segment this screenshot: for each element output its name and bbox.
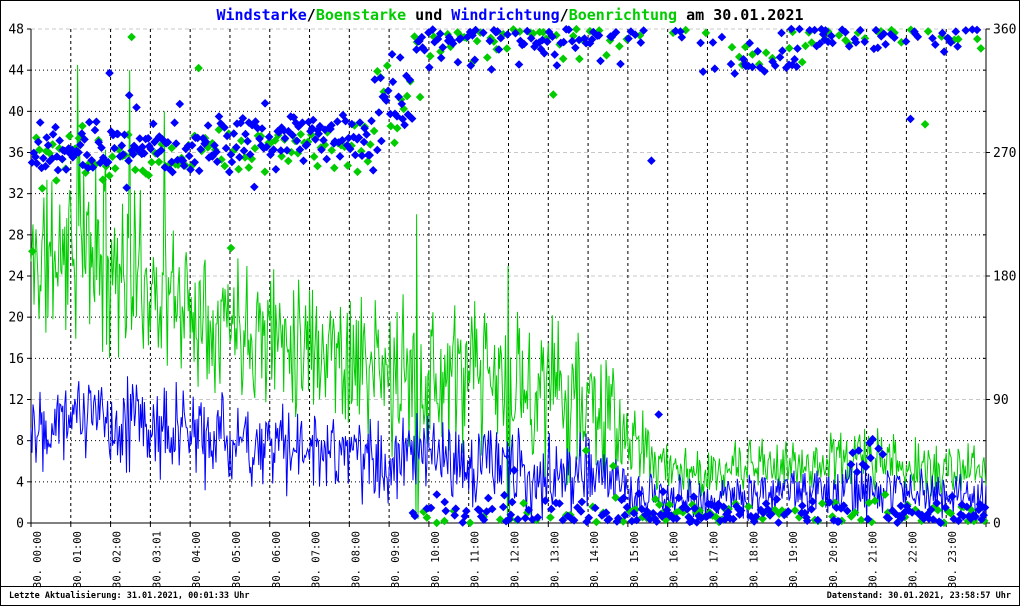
title-segment: und — [406, 6, 452, 24]
x-tick-label: 30. 03:01 — [151, 531, 163, 588]
y-left-tick-label: 20 — [8, 311, 24, 326]
chart-title: Windstarke/Boenstarke und Windrichtung/B… — [1, 6, 1019, 24]
title-segment: / — [306, 6, 316, 24]
y-left-tick-label: 36 — [8, 146, 24, 161]
x-tick-label: 30. 19:00 — [788, 531, 800, 588]
footer-data-state: Datenstand: 30.01.2021, 23:58:57 Uhr — [826, 591, 1011, 601]
x-tick-label: 30. 10:00 — [430, 531, 442, 588]
y-left-tick-label: 48 — [8, 23, 24, 38]
series-line-windstarke — [30, 376, 987, 522]
y-left-tick-label: 40 — [8, 105, 24, 120]
x-tick-label: 30. 22:00 — [907, 531, 919, 588]
series-line-boenstarke — [30, 64, 987, 519]
y-left-tick-label: 8 — [16, 434, 24, 449]
title-segment: Windrichtung — [451, 6, 560, 24]
x-tick-label: 30. 15:00 — [629, 531, 641, 588]
y-right-tick-label: 90 — [993, 393, 1009, 408]
y-right-tick-label: 0 — [993, 517, 1001, 532]
x-tick-label: 30. 12:00 — [510, 531, 522, 588]
x-tick-label: 30. 20:00 — [828, 531, 840, 588]
x-tick-label: 30. 21:00 — [868, 531, 880, 588]
x-tick-label: 30. 00:00 — [32, 531, 44, 588]
y-left-tick-label: 16 — [8, 352, 24, 367]
x-tick-label: 30. 09:00 — [390, 531, 402, 588]
footer-bar: Letzte Aktualisierung: 31.01.2021, 00:01… — [1, 586, 1019, 605]
title-segment: Boenstarke — [315, 6, 407, 24]
x-tick-label: 30. 23:00 — [947, 531, 959, 588]
x-tick-label: 30. 18:00 — [748, 531, 760, 588]
footer-last-update: Letzte Aktualisierung: 31.01.2021, 00:01… — [9, 591, 250, 601]
x-tick-label: 30. 14:00 — [589, 531, 601, 588]
y-right-tick-label: 270 — [993, 146, 1016, 161]
x-tick-label: 30. 01:00 — [72, 531, 84, 588]
x-tick-label: 30. 17:00 — [708, 531, 720, 588]
y-right-tick-label: 180 — [993, 270, 1016, 285]
x-tick-label: 30. 05:00 — [231, 531, 243, 588]
y-left-tick-label: 24 — [8, 270, 24, 285]
title-segment: Boenrichtung — [568, 6, 678, 24]
x-tick-label: 30. 07:00 — [311, 531, 323, 588]
y-left-tick-label: 0 — [16, 517, 24, 532]
y-left-tick-label: 4 — [16, 475, 24, 490]
y-left-tick-label: 32 — [8, 187, 24, 202]
x-tick-label: 30. 08:00 — [350, 531, 362, 588]
title-segment: am 30.01.2021 — [677, 6, 804, 24]
y-left-tick-label: 44 — [8, 64, 24, 79]
x-tick-label: 30. 04:00 — [191, 531, 203, 588]
y-left-tick-label: 12 — [8, 393, 24, 408]
x-tick-label: 30. 13:00 — [549, 531, 561, 588]
title-segment: Windstarke — [216, 6, 307, 24]
x-tick-label: 30. 02:00 — [112, 531, 124, 588]
x-tick-label: 30. 16:00 — [669, 531, 681, 588]
title-segment: / — [559, 6, 569, 24]
x-tick-label: 30. 11:00 — [470, 531, 482, 588]
x-tick-label: 30. 06:00 — [271, 531, 283, 588]
y-right-tick-label: 360 — [993, 23, 1016, 38]
y-left-tick-label: 28 — [8, 228, 24, 243]
